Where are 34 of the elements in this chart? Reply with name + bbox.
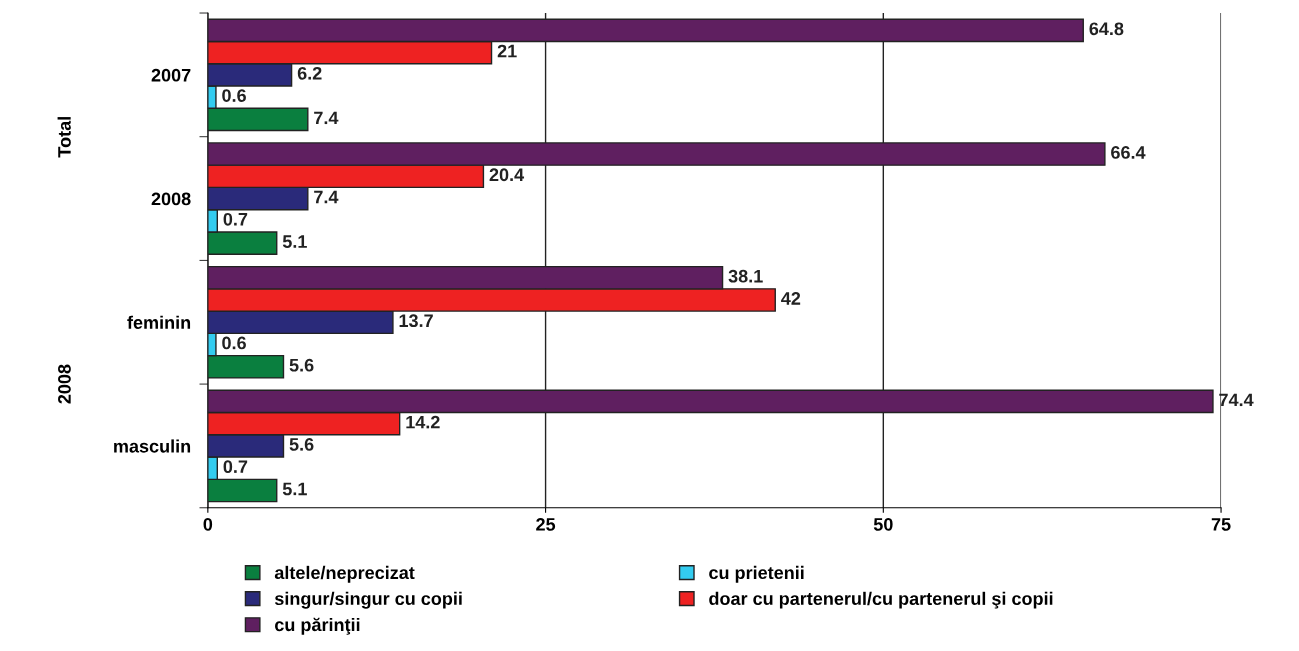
legend-label: altele/neprecizat [274, 565, 415, 583]
data-label: 21 [497, 44, 517, 58]
legend-label: cu părinţii [275, 617, 360, 635]
data-label: 5.1 [282, 482, 307, 496]
x-tick-label: 75 [1211, 518, 1231, 531]
y-tick-label: 2007 [151, 68, 191, 82]
data-label: 42 [781, 292, 801, 305]
data-label: 5.6 [289, 438, 314, 451]
legend-label: cu prietenii [709, 565, 804, 583]
x-tick-label: 0 [203, 517, 213, 531]
data-label: 64.8 [1089, 22, 1124, 36]
data-label: 7.4 [314, 111, 339, 125]
text: 2008 [58, 364, 71, 404]
data-label: 0.7 [223, 460, 248, 474]
text: Total [57, 117, 71, 158]
data-label: 0.6 [222, 89, 246, 102]
data-label: 0.7 [223, 212, 248, 226]
x-tick-label: 50 [873, 517, 893, 531]
legend-label: doar cu partenerul/cu partenerul şi copii [709, 591, 1053, 609]
legend-label: singur/singur cu copii [274, 591, 462, 609]
data-label: 5.1 [282, 235, 307, 248]
data-label: 38.1 [728, 269, 763, 283]
data-label: 5.6 [289, 358, 314, 372]
y-tick-label: feminin [127, 315, 191, 329]
data-label: 14.2 [406, 415, 440, 429]
y-tick-label: 2008 [151, 192, 191, 206]
data-label: 7.4 [314, 190, 339, 204]
data-label: 0.6 [222, 336, 246, 350]
data-label: 13.7 [399, 314, 433, 328]
x-tick-label: 25 [536, 517, 556, 531]
data-label: 20.4 [489, 168, 525, 182]
data-label: 6.2 [297, 66, 322, 80]
data-label: 66.4 [1111, 146, 1146, 159]
y-tick-label: masculin [114, 439, 191, 453]
